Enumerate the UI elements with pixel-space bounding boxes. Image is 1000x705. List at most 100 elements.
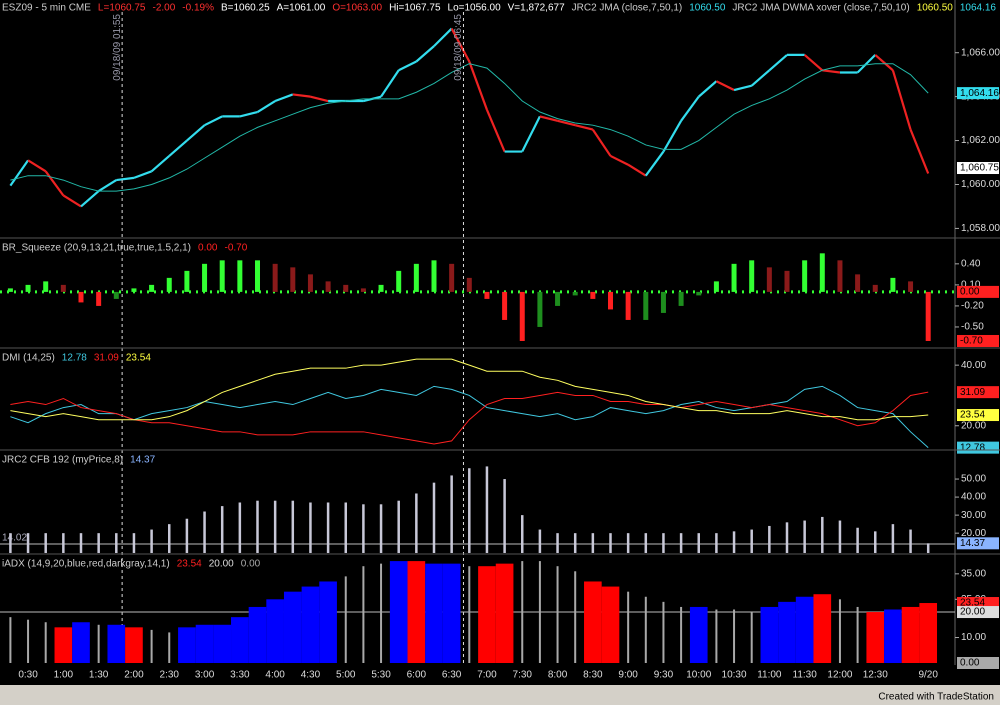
x-tick-label: 4:00: [265, 670, 285, 681]
bar: [890, 277, 896, 292]
bar: [760, 606, 779, 663]
bar: [150, 529, 153, 553]
line-segment: [909, 129, 930, 174]
x-tick-label: 9:00: [618, 670, 638, 681]
x-tick-label: 3:30: [230, 670, 250, 681]
value-box-label: -0.70: [960, 336, 983, 347]
line-segment: [27, 159, 47, 173]
line-segment: [133, 170, 152, 179]
bar: [750, 612, 753, 663]
bar: [778, 601, 796, 663]
bar: [425, 563, 443, 663]
bar: [909, 529, 912, 553]
y-tick-label: 50.00: [961, 474, 986, 485]
line-segment: [662, 120, 683, 153]
bar: [79, 533, 83, 553]
line-series: [10, 385, 929, 449]
bar: [397, 500, 400, 553]
line-segment: [62, 194, 82, 208]
header-text: JRC2 CFB 192 (myPrice,8): [2, 455, 123, 466]
line-segment: [856, 54, 877, 74]
header-text: 23.54: [126, 353, 151, 364]
bar: [884, 609, 902, 663]
line-segment: [239, 110, 258, 118]
value-box-label: 14.37: [960, 538, 985, 549]
header-text: Lo=1056.00: [448, 3, 502, 14]
bar: [662, 533, 665, 553]
line-segment: [310, 95, 329, 103]
bar: [195, 624, 214, 663]
bar: [715, 533, 718, 553]
bar: [689, 606, 708, 663]
bar: [343, 284, 349, 292]
bar: [415, 493, 418, 553]
value-box-label: 23.54: [960, 410, 985, 421]
header-text: A=1061.00: [277, 3, 326, 14]
bar: [389, 561, 408, 663]
bar: [379, 504, 383, 553]
line-series: [10, 63, 929, 192]
bar: [521, 561, 524, 663]
y-tick-label: 20.00: [961, 420, 986, 431]
bar: [478, 566, 496, 663]
bar: [107, 624, 126, 663]
bar: [150, 629, 153, 663]
header-text: JRC2 JMA (close,7,50,1): [572, 3, 683, 14]
x-tick-label: 4:30: [301, 670, 321, 681]
line-segment: [698, 80, 718, 98]
bar: [97, 533, 100, 553]
bar: [572, 291, 578, 296]
line-segment: [539, 115, 558, 122]
bar: [72, 622, 90, 663]
bar: [378, 284, 384, 292]
bar: [231, 617, 249, 663]
bar: [44, 533, 47, 553]
value-box-label: 1,064.16: [960, 88, 999, 99]
bar: [272, 263, 278, 292]
bar: [766, 267, 772, 292]
bar: [573, 533, 577, 553]
bar: [413, 263, 419, 292]
x-tick-label: 8:30: [583, 670, 603, 681]
bar: [574, 571, 577, 663]
bar: [291, 500, 295, 553]
bar: [485, 466, 489, 553]
bar: [238, 502, 242, 553]
x-tick-label: 0:30: [18, 670, 38, 681]
bar: [768, 525, 771, 553]
bar: [813, 594, 832, 663]
header-text: 0.00: [198, 243, 218, 254]
bar: [326, 502, 330, 553]
value-box: [957, 334, 999, 347]
bar: [113, 291, 119, 299]
line-segment: [591, 128, 612, 157]
bar: [625, 291, 631, 320]
value-box: [957, 441, 999, 454]
bar: [821, 516, 824, 553]
bar: [168, 524, 171, 553]
y-tick-label: -0.20: [961, 301, 984, 312]
line-segment: [468, 61, 488, 111]
line-segment: [44, 170, 65, 197]
bar: [131, 288, 137, 292]
bar: [784, 270, 790, 292]
line-segment: [433, 27, 453, 47]
bar: [97, 624, 100, 663]
line-segment: [186, 124, 206, 142]
bar: [344, 576, 347, 663]
bar: [901, 606, 920, 663]
bar: [431, 260, 437, 292]
bar: [256, 500, 259, 553]
x-tick-label: 2:30: [160, 670, 180, 681]
bar: [609, 533, 612, 553]
bar: [178, 627, 196, 663]
bar: [627, 591, 630, 663]
y-tick-label: 1,060.00: [961, 179, 1000, 190]
header-text: V=1,872,677: [508, 3, 565, 14]
y-tick-label: 0.10: [961, 280, 981, 291]
value-box: [957, 606, 999, 619]
bar: [184, 270, 190, 292]
bar: [537, 291, 543, 327]
bar: [891, 524, 895, 553]
